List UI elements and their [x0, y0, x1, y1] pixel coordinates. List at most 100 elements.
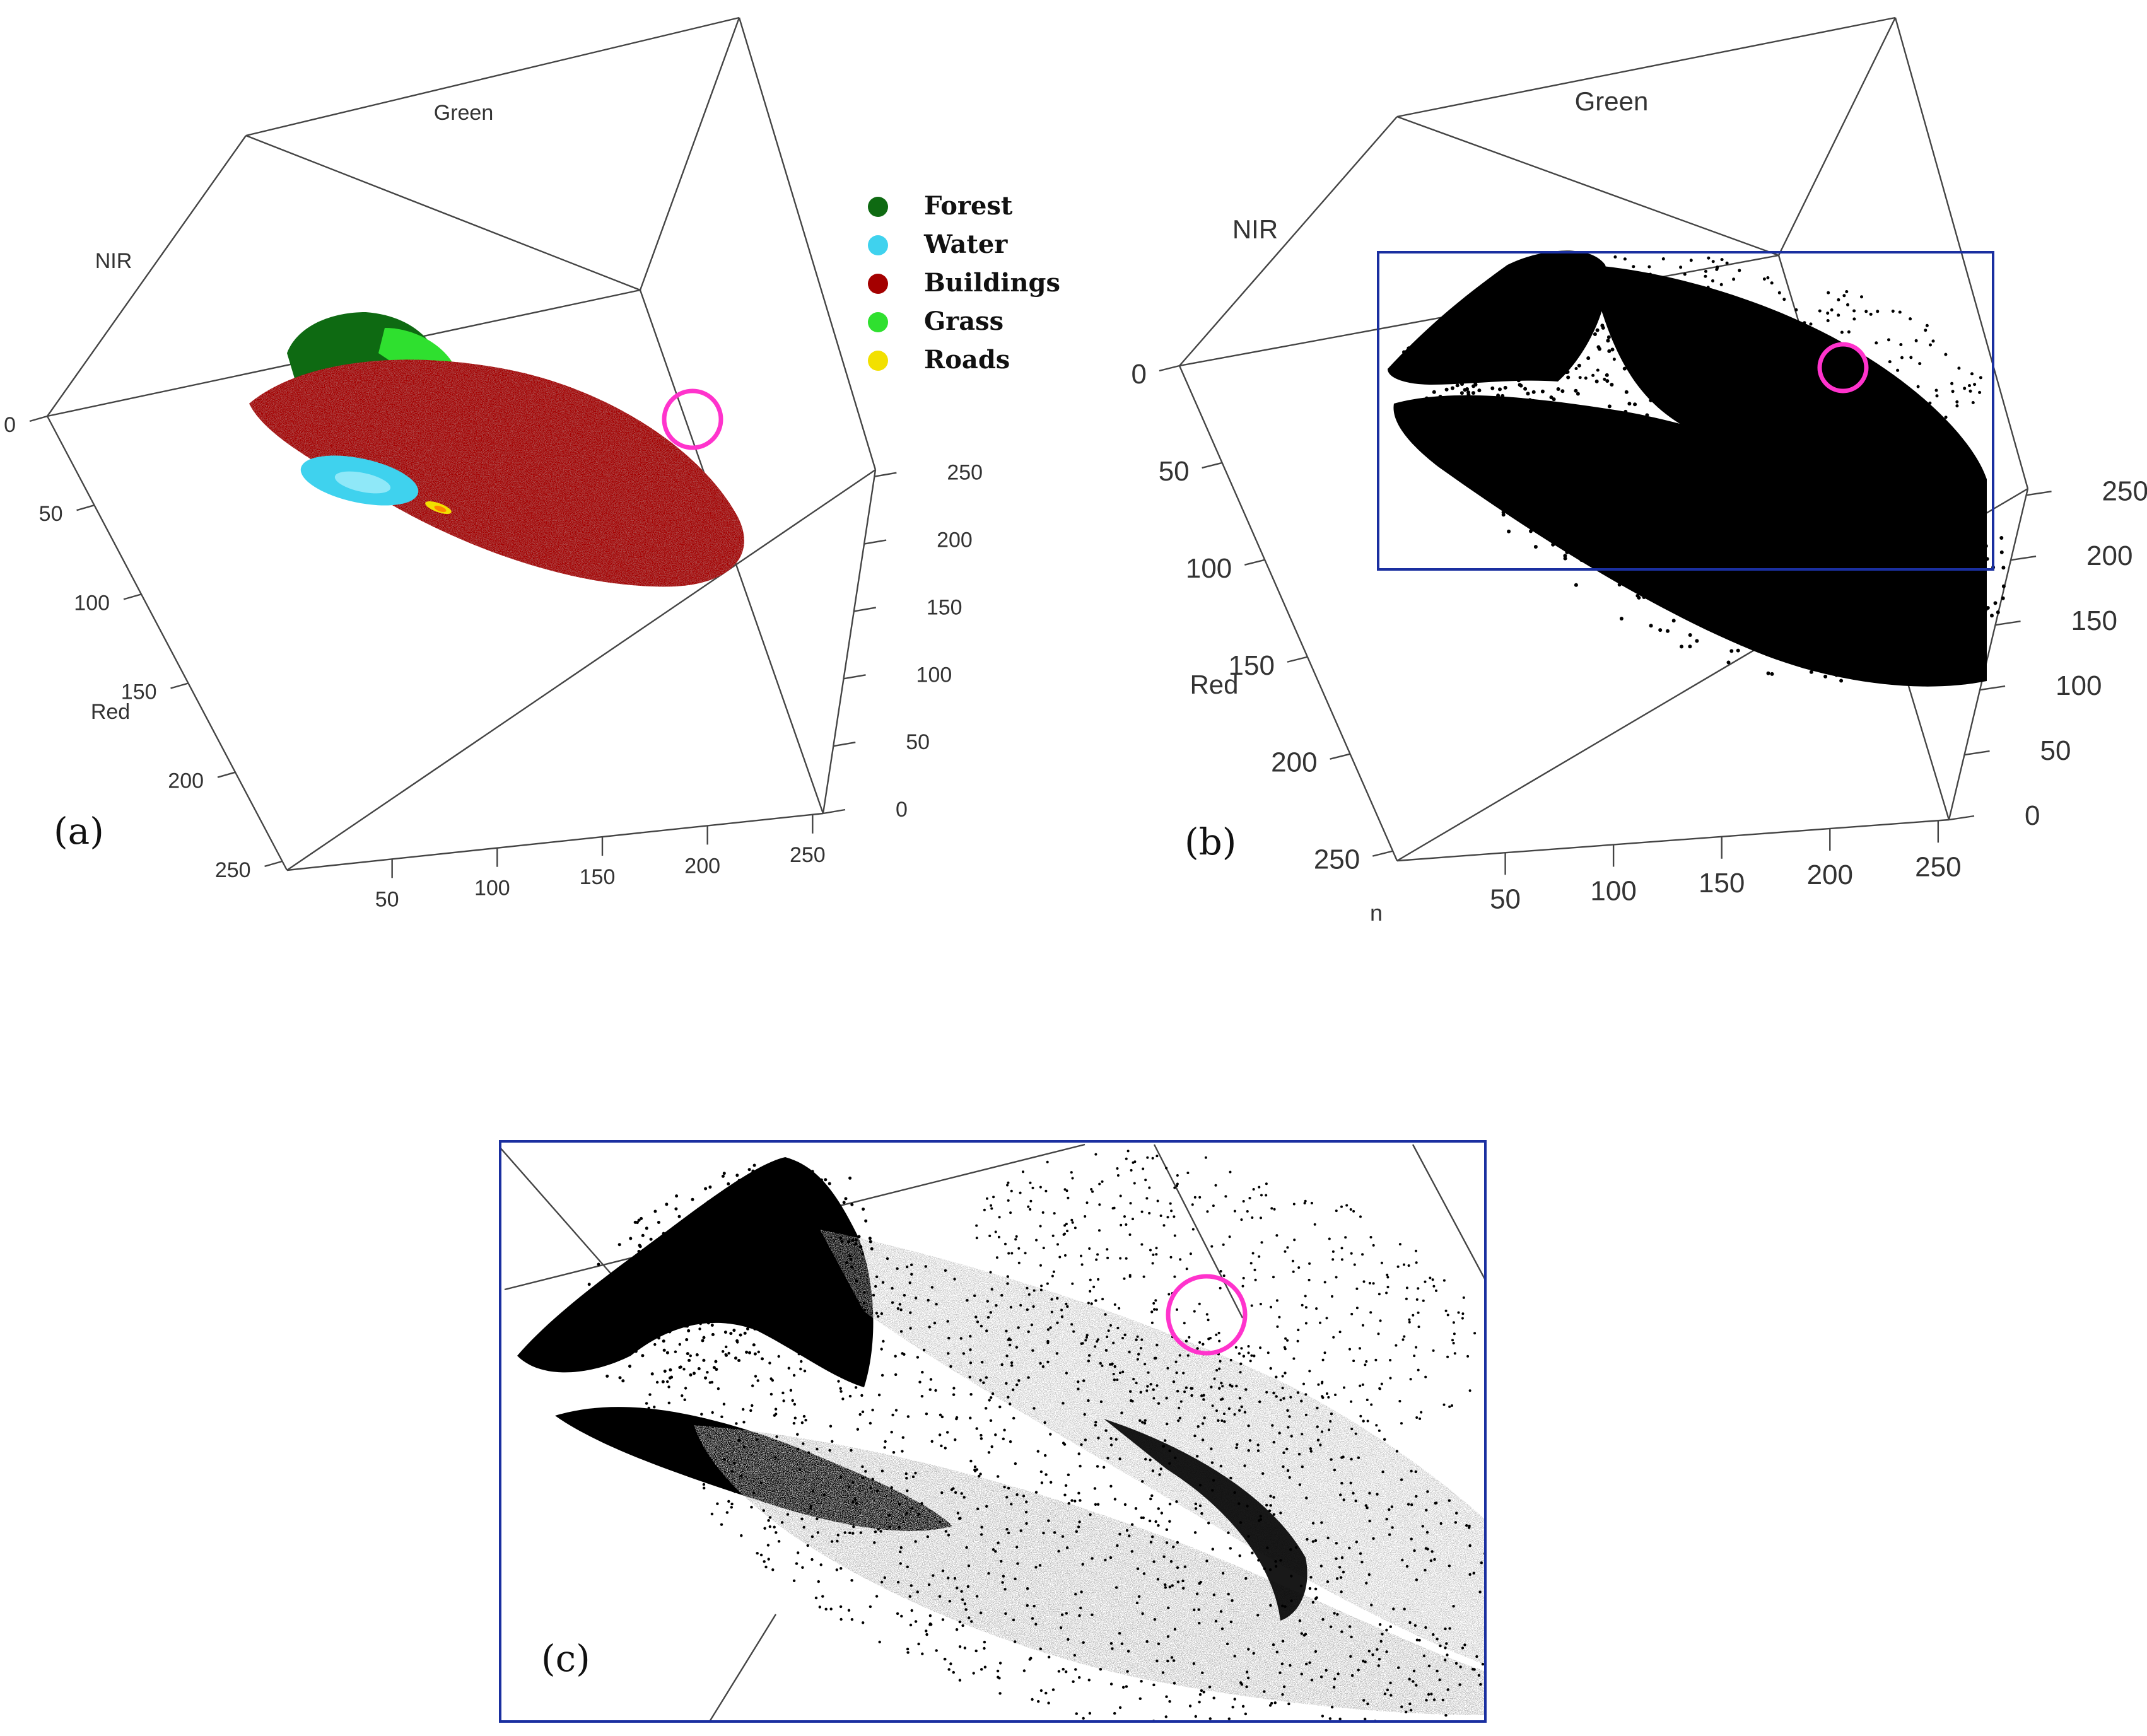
panel-b-point — [1784, 369, 1788, 373]
panel-c-point — [1378, 1623, 1382, 1626]
panel-c-point — [819, 1563, 822, 1566]
panel-c-point — [1136, 1358, 1139, 1361]
panel-c-point — [906, 1489, 909, 1493]
panel-c-point — [842, 1201, 846, 1204]
panel-c-point — [1175, 1371, 1178, 1375]
panel-c-point — [1064, 1484, 1068, 1487]
panel-b-point — [1985, 557, 1989, 561]
panel-c-point — [887, 1513, 891, 1517]
panel-c-point — [997, 1475, 1000, 1478]
panel-c-point — [780, 1261, 783, 1264]
panel-c-point — [1479, 1682, 1482, 1686]
panel-c-point — [1389, 1694, 1393, 1697]
panel-c-point — [1168, 1585, 1172, 1588]
panel-b-point — [1830, 557, 1834, 562]
panel-c-point — [792, 1240, 796, 1244]
panel-b-point — [1771, 416, 1776, 420]
panel-c-point — [1299, 1584, 1303, 1588]
panel-b-point — [1622, 366, 1627, 371]
panel-b-point — [1813, 375, 1818, 379]
panel-c-point — [706, 1321, 710, 1325]
panel-b-tick-label-z-3: 150 — [2071, 605, 2117, 636]
panel-c-point — [1463, 1643, 1466, 1646]
panel-c-point — [1415, 1578, 1419, 1582]
panel-c-point — [862, 1367, 865, 1370]
panel-b-point — [1574, 306, 1578, 311]
panel-c-point — [1123, 1277, 1126, 1280]
panel-c-point — [910, 1609, 913, 1612]
panel-b-scatter-points — [1397, 255, 2006, 683]
panel-c-point — [1116, 1378, 1119, 1382]
panel-b-tick-z-2 — [1979, 685, 2006, 691]
panel-c-point — [839, 1387, 842, 1390]
panel-c-point — [773, 1414, 776, 1417]
panel-c-point — [899, 1562, 903, 1565]
panel-c-point — [1462, 1296, 1465, 1299]
panel-c-point — [802, 1442, 805, 1445]
panel-b-tick-label-y-5: 250 — [1314, 844, 1360, 875]
panel-c-point — [1186, 1727, 1189, 1730]
panel-b-point — [1542, 404, 1546, 408]
panel-c-point — [1497, 1619, 1500, 1621]
panel-c-point — [606, 1288, 610, 1292]
panel-b-point — [1709, 372, 1714, 376]
panel-b-tick-label-x-2: 150 — [1699, 868, 1745, 899]
panel-b-point — [1896, 368, 1900, 372]
panel-c-point — [1019, 1191, 1022, 1194]
panel-c-point — [1247, 1535, 1250, 1538]
panel-c-point — [698, 1211, 701, 1214]
panel-b-point — [1907, 424, 1912, 429]
panel-c-point — [1119, 1257, 1122, 1260]
panel-b-point — [1557, 528, 1561, 532]
panel-b-point — [1791, 360, 1796, 364]
panel-c-point — [614, 1341, 617, 1344]
panel-c-point — [976, 1320, 980, 1324]
panel-c-point — [905, 1512, 908, 1515]
panel-b: 50 100 150 200 25005010015020025005010015020… — [1132, 16, 2147, 926]
panel-b-point — [1823, 593, 1828, 598]
panel-b-point — [1591, 523, 1596, 527]
panel-b-point — [1774, 416, 1778, 420]
panel-c-point — [1094, 1723, 1096, 1726]
panel-b-point — [1931, 626, 1935, 631]
panel-c-point — [869, 1486, 872, 1489]
panel-b-point — [1964, 544, 1969, 548]
panel-c-point — [1173, 1186, 1176, 1189]
panel-c-point — [741, 1293, 745, 1297]
panel-c-point — [853, 1498, 857, 1501]
panel-c-point — [1077, 1491, 1080, 1494]
panel-c-point — [1089, 1513, 1092, 1517]
panel-b-point — [1839, 448, 1843, 451]
panel-c-point — [1151, 1262, 1154, 1265]
panel-c-point — [1166, 1659, 1169, 1663]
panel-b-point — [1729, 522, 1733, 527]
panel-c-point — [976, 1507, 980, 1510]
panel-b-point — [1669, 361, 1673, 365]
panel-c-point — [1211, 1404, 1214, 1407]
panel-c-point — [1047, 1701, 1050, 1704]
panel-c-point — [857, 1235, 861, 1238]
panel-b-point — [1969, 389, 1972, 393]
panel-c-point — [1142, 1167, 1145, 1170]
panel-c-point — [1239, 1521, 1243, 1524]
panel-b-point — [1746, 428, 1750, 432]
panel-c-point — [1355, 1541, 1358, 1544]
panel-c-point — [671, 1459, 674, 1462]
panel-c-point — [1123, 1215, 1126, 1218]
panel-c-point — [1027, 1205, 1030, 1208]
panel-c-point — [1084, 1215, 1087, 1218]
panel-b-point — [1613, 545, 1617, 549]
panel-c-point — [850, 1203, 854, 1206]
panel-b-point — [1843, 565, 1847, 569]
panel-c-point — [859, 1531, 863, 1534]
panel-c-point — [1276, 1325, 1279, 1328]
panel-c-point — [1126, 1150, 1130, 1153]
panel-c-point — [1344, 1236, 1347, 1239]
panel-b-point — [1958, 545, 1963, 549]
panel-b-point — [1674, 356, 1678, 359]
panel-c-point — [960, 1590, 963, 1593]
panel-b-point — [1634, 537, 1637, 541]
panel-c-point — [1396, 1265, 1400, 1268]
panel-c-point — [854, 1238, 858, 1242]
panel-b-point — [1915, 614, 1919, 618]
